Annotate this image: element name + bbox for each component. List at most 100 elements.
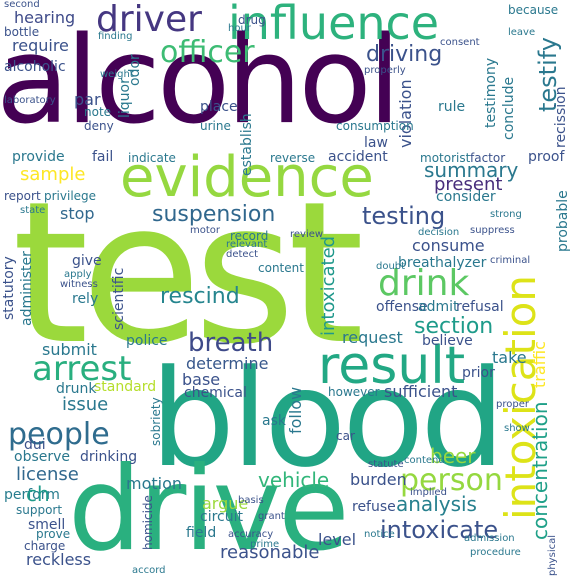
word-perform: perform	[4, 487, 60, 503]
word-submit: submit	[42, 340, 97, 359]
word-sobriety: sobriety	[149, 397, 163, 446]
word-law: law	[364, 135, 388, 151]
word-motion: motion	[126, 474, 183, 493]
word-witness: witness	[60, 279, 98, 290]
word-drinking: drinking	[80, 449, 138, 465]
word-result: result	[318, 336, 466, 396]
word-review: review	[290, 229, 324, 240]
word-breath: breath	[188, 328, 274, 358]
word-field: field	[186, 525, 217, 541]
word-properly: properly	[364, 65, 406, 76]
word-circuit: circuit	[200, 509, 243, 525]
word-accident: accident	[328, 149, 388, 165]
word-alcoholic: alcoholic	[4, 59, 66, 75]
word-testing: testing	[362, 202, 446, 230]
word-factor: factor	[470, 151, 506, 165]
word-chemical: chemical	[184, 385, 247, 401]
word-driving: driving	[366, 42, 443, 67]
word-reasonable: reasonable	[220, 542, 320, 563]
word-base: base	[182, 370, 221, 389]
word-consent: consent	[440, 37, 480, 48]
word-person: person	[400, 463, 503, 498]
word-content: content	[258, 261, 304, 275]
word-rule: rule	[438, 99, 466, 115]
word-bottle: bottle	[4, 25, 40, 39]
word-hearing: hearing	[14, 8, 76, 27]
word-car: car	[336, 429, 355, 443]
word-breathalyzer: breathalyzer	[398, 255, 487, 271]
word-standard: standard	[94, 379, 157, 395]
word-ask: ask	[262, 413, 286, 429]
word-dui: dui	[24, 437, 46, 453]
word-leave: leave	[508, 27, 536, 38]
word-admit: admit	[418, 299, 459, 315]
word-summary: summary	[424, 158, 519, 182]
word-drunk: drunk	[56, 381, 97, 397]
word-scientific: scientific	[111, 267, 127, 330]
word-par: par	[74, 90, 101, 109]
word-charge: charge	[24, 539, 66, 553]
word-traffic: traffic	[530, 341, 549, 388]
word-proper: proper	[496, 399, 529, 410]
word-laboratory: laboratory	[4, 95, 56, 106]
word-alcohol: alcohol	[0, 12, 401, 151]
word-decision: decision	[418, 227, 460, 238]
word-weight: weight	[100, 69, 134, 80]
word-ch: ch	[26, 482, 50, 506]
word-issue: issue	[62, 394, 109, 415]
word-require: require	[12, 36, 69, 55]
word-note: note	[84, 105, 112, 119]
word-violation: violation	[396, 79, 415, 148]
word-administer: administer	[19, 251, 35, 326]
word-evidence: evidence	[120, 145, 374, 210]
word-smell: smell	[28, 517, 66, 533]
word-police: police	[126, 333, 168, 349]
word-sample: sample	[20, 164, 86, 185]
word-drink: drink	[378, 263, 470, 304]
word-suspension: suspension	[152, 202, 276, 227]
word-prior: prior	[462, 365, 495, 381]
word-stop: stop	[60, 204, 95, 223]
word-show: show	[504, 423, 530, 434]
word-drug: drug	[238, 13, 266, 27]
word-doubt: doubt	[376, 261, 406, 272]
word-grant: grant	[258, 511, 285, 522]
word-admission: admission	[464, 533, 515, 544]
word-recission: recission	[553, 86, 569, 148]
word-homicide: homicide	[141, 495, 155, 550]
word-physical: physical	[547, 535, 558, 576]
word-hour: hour	[228, 23, 251, 34]
word-follow: follow	[286, 386, 305, 434]
word-beer: beer	[430, 444, 476, 468]
word-prove: prove	[36, 527, 71, 541]
word-offense: offense	[376, 299, 428, 315]
word-reverse: reverse	[270, 151, 316, 165]
word-establish: establish	[239, 113, 255, 176]
word-take: take	[492, 348, 527, 367]
word-however: however	[328, 385, 380, 399]
word-provide: provide	[12, 149, 65, 165]
word-proof: proof	[528, 149, 565, 165]
word-arrest: arrest	[32, 349, 132, 389]
word-suppress: suppress	[470, 225, 515, 236]
word-testimony: testimony	[483, 57, 499, 128]
word-indicate: indicate	[128, 151, 176, 165]
word-statute: statute	[368, 459, 404, 470]
word-drive: drive	[68, 442, 350, 576]
word-level: level	[318, 530, 357, 549]
word-intoxicated: intoxicated	[318, 235, 339, 336]
word-probable: probable	[555, 190, 571, 252]
word-detect: detect	[226, 249, 258, 260]
word-relevant: relevant	[226, 239, 268, 250]
word-argue: argue	[202, 494, 249, 513]
word-accuracy: accuracy	[228, 529, 274, 540]
word-urine: urine	[200, 119, 231, 133]
word-implied: implied	[410, 487, 447, 498]
word-statutory: statutory	[1, 256, 17, 320]
word-blood: blood	[150, 341, 505, 497]
word-section: section	[414, 314, 494, 339]
word-notice: notice	[364, 529, 395, 540]
word-support: support	[16, 503, 63, 517]
word-intoxicate: intoxicate	[380, 516, 499, 544]
